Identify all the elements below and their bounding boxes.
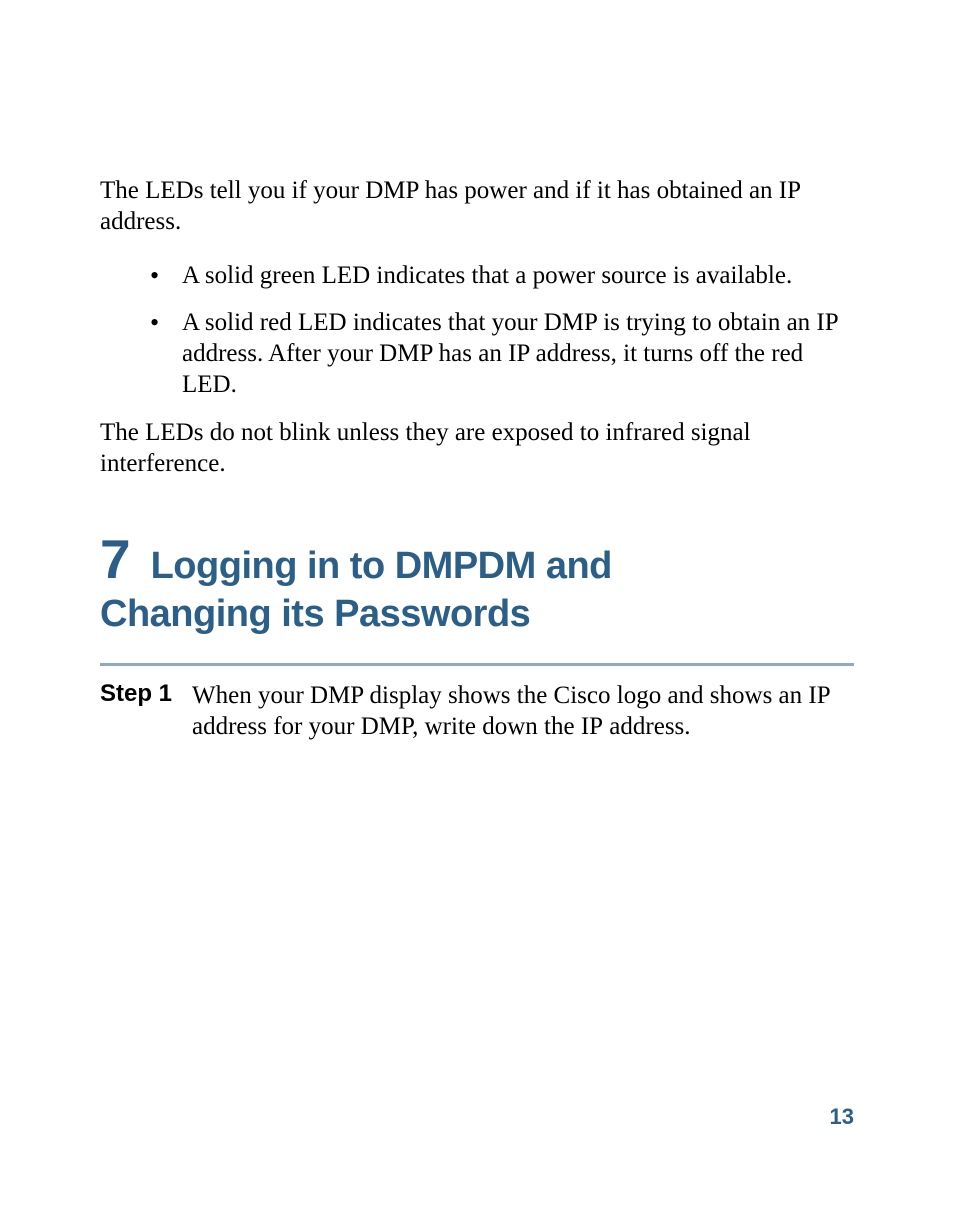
list-item: A solid green LED indicates that a power…	[152, 260, 854, 291]
list-item: A solid red LED indicates that your DMP …	[152, 307, 854, 401]
section-number: 7	[100, 528, 129, 590]
section-title-line2: Changing its Passwords	[100, 591, 854, 639]
step-row: Step 1 When your DMP display shows the C…	[100, 680, 854, 743]
bullet-list: A solid green LED indicates that a power…	[100, 260, 854, 401]
step-text: When your DMP display shows the Cisco lo…	[192, 680, 854, 743]
page-number: 13	[830, 1104, 854, 1130]
section-divider	[100, 663, 854, 666]
step-label: Step 1	[100, 680, 192, 708]
intro-paragraph: The LEDs tell you if your DMP has power …	[100, 175, 854, 238]
after-list-paragraph: The LEDs do not blink unless they are ex…	[100, 417, 854, 480]
section-title-line1: Logging in to DMPDM and	[151, 545, 612, 587]
section-heading: 7 Logging in to DMPDM and Changing its Pa…	[100, 527, 854, 639]
